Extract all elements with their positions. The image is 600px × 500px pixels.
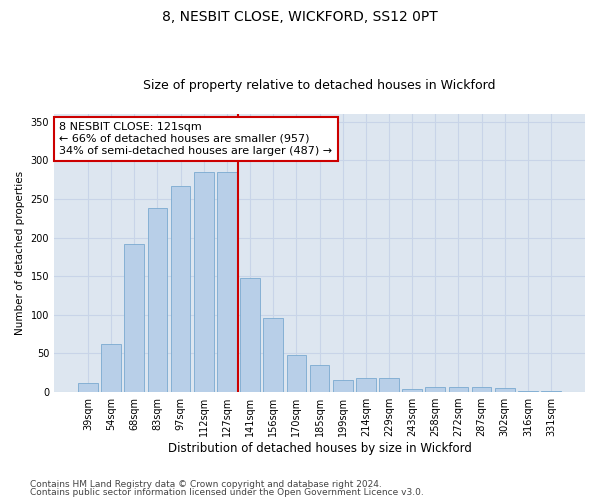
Bar (101, 344, 121, 392)
Bar (287, 355, 306, 392)
X-axis label: Distribution of detached houses by size in Wickford: Distribution of detached houses by size … (167, 442, 472, 455)
Bar (333, 380, 353, 392)
Bar (472, 388, 491, 392)
Bar (217, 172, 237, 392)
Bar (379, 378, 399, 392)
Bar (541, 390, 561, 392)
Text: Contains public sector information licensed under the Open Government Licence v3: Contains public sector information licen… (30, 488, 424, 497)
Bar (263, 318, 283, 392)
Bar (518, 390, 538, 392)
Text: Contains HM Land Registry data © Crown copyright and database right 2024.: Contains HM Land Registry data © Crown c… (30, 480, 382, 489)
Y-axis label: Number of detached properties: Number of detached properties (15, 171, 25, 335)
Bar (449, 386, 468, 392)
Bar (148, 208, 167, 392)
Bar (78, 383, 98, 392)
Bar (194, 172, 214, 392)
Text: 8 NESBIT CLOSE: 121sqm
← 66% of detached houses are smaller (957)
34% of semi-de: 8 NESBIT CLOSE: 121sqm ← 66% of detached… (59, 122, 332, 156)
Bar (356, 378, 376, 392)
Bar (240, 278, 260, 392)
Bar (310, 365, 329, 392)
Bar (425, 386, 445, 392)
Bar (171, 186, 190, 392)
Bar (124, 244, 144, 392)
Title: Size of property relative to detached houses in Wickford: Size of property relative to detached ho… (143, 79, 496, 92)
Bar (495, 388, 515, 392)
Bar (402, 389, 422, 392)
Text: 8, NESBIT CLOSE, WICKFORD, SS12 0PT: 8, NESBIT CLOSE, WICKFORD, SS12 0PT (162, 10, 438, 24)
